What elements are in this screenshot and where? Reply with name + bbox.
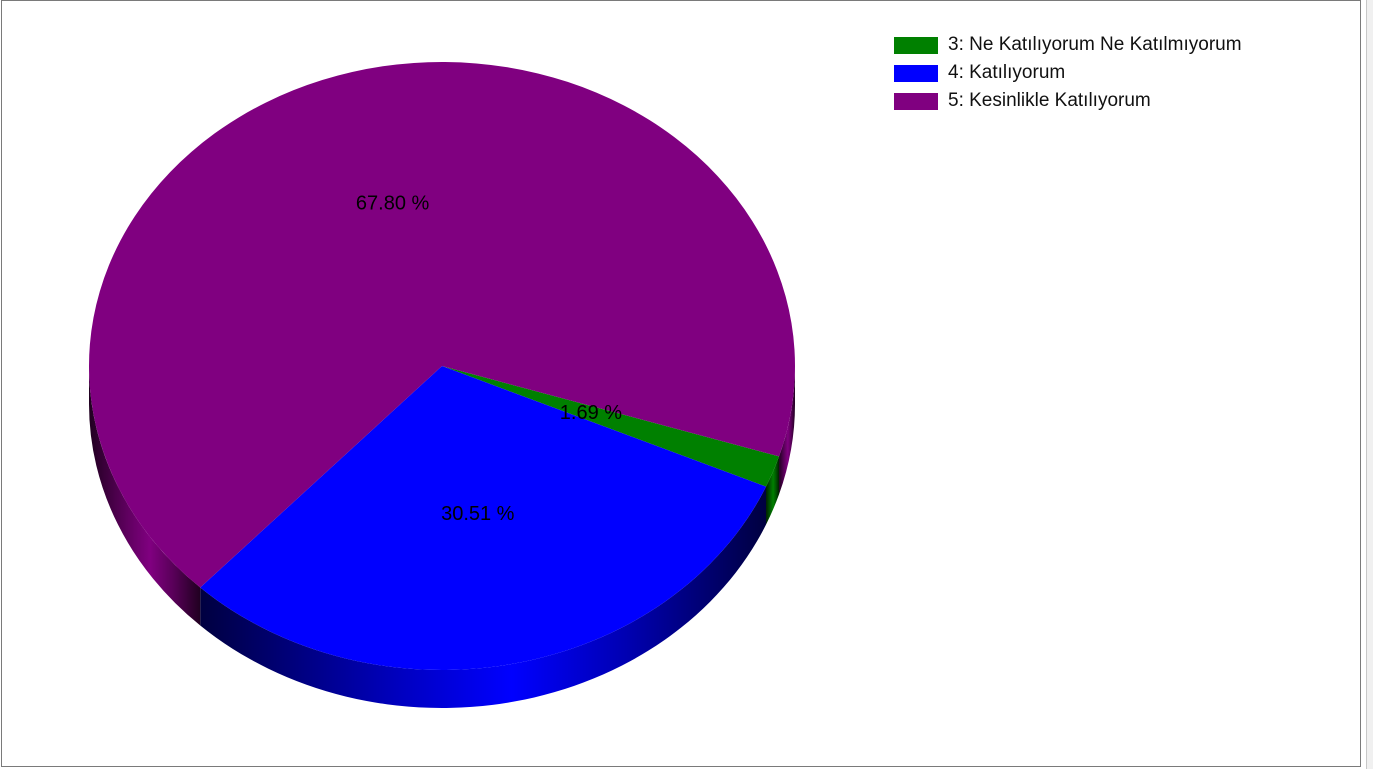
legend-label: 4: Katılıyorum <box>948 62 1066 83</box>
legend-item: 4: Katılıyorum <box>894 59 1242 87</box>
pie-slice-side <box>766 456 780 525</box>
pie-slice <box>89 62 796 588</box>
legend: 3: Ne Katılıyorum Ne Katılmıyorum 4: Kat… <box>894 31 1242 115</box>
legend-swatch <box>894 36 938 54</box>
slice-label: 30.51 % <box>441 503 515 525</box>
slice-label: 1.69 % <box>560 402 622 424</box>
legend-label: 3: Ne Katılıyorum Ne Katılmıyorum <box>948 34 1242 55</box>
pie-slice-side <box>779 366 795 495</box>
window-edge <box>1366 0 1373 769</box>
legend-swatch <box>894 92 938 110</box>
pie-slice-side <box>89 366 201 626</box>
pie-slice <box>200 366 767 670</box>
pie-slice <box>442 366 780 487</box>
legend-label: 5: Kesinlikle Katılıyorum <box>948 90 1151 111</box>
legend-item: 3: Ne Katılıyorum Ne Katılmıyorum <box>894 31 1242 59</box>
legend-swatch <box>894 64 938 82</box>
legend-item: 5: Kesinlikle Katılıyorum <box>894 87 1242 115</box>
slice-label: 67.80 % <box>356 193 430 215</box>
pie-slice-side <box>200 486 767 708</box>
